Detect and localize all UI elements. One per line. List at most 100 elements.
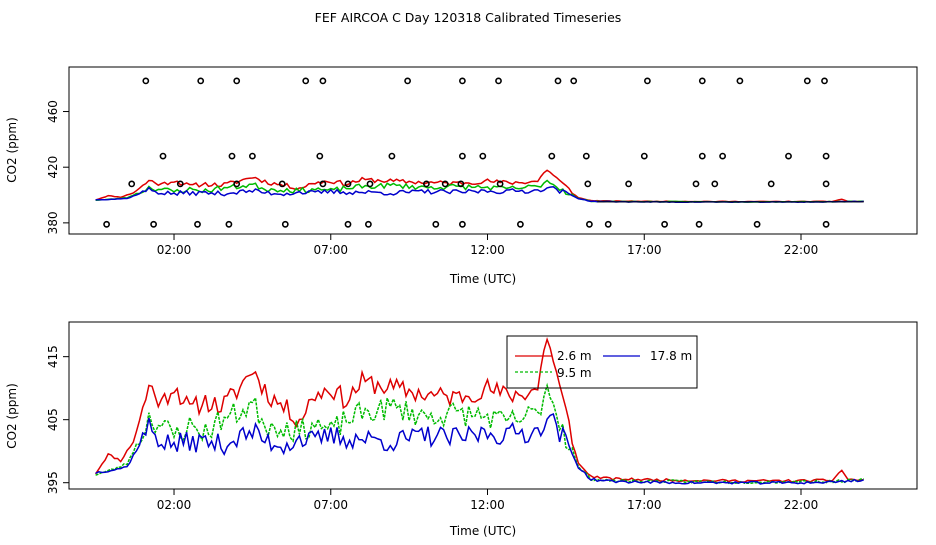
data-marker [248,152,256,160]
data-marker [278,180,286,188]
data-marker [194,220,201,228]
data-marker [698,152,706,160]
data-marker [458,77,466,85]
x-tick-label: 12:00 [470,498,505,512]
x-axis-ticks: 02:00 07:00 12:00 17:00 22:00 [157,234,819,257]
data-marker [302,77,310,85]
data-marker [570,77,578,85]
data-marker [458,220,466,228]
data-marker [128,180,136,188]
x-axis-label: Time (UTC) [449,272,516,286]
data-marker [316,152,324,160]
data-marker [767,180,775,188]
legend-label-2-6m: 2.6 m [557,349,592,363]
data-marker [197,77,205,85]
data-marker [495,77,502,85]
data-marker [225,220,233,228]
legend-label-17-8m: 17.8 m [650,349,692,363]
data-marker [822,180,830,188]
data-marker [644,77,651,85]
data-marker [753,220,761,228]
page-title: FEF AIRCOA C Day 120318 Calibrated Times… [315,10,622,25]
y-tick-label: 395 [46,471,60,494]
y-tick-label: 380 [46,211,60,234]
markers [103,77,830,228]
data-marker [640,152,648,160]
x-tick-label: 22:00 [784,498,819,512]
x-tick-label: 02:00 [157,243,192,257]
panel-bottom: 02:00 07:00 12:00 17:00 22:00 395 405 415 2.6 … [5,321,918,538]
data-marker [159,152,167,160]
legend: 2.6 m 17.8 m 9.5 m [506,335,698,389]
series-line-17-8-m [95,412,864,485]
data-marker [661,220,668,228]
series-lines [95,169,864,204]
data-marker [719,152,726,160]
data-marker [233,77,241,85]
x-tick-label: 07:00 [313,243,348,257]
x-tick-label: 17:00 [627,243,662,257]
series-line-top-17-8-m [95,186,864,204]
legend-box [506,335,698,389]
data-marker [404,77,411,85]
plot-frame [68,321,918,490]
data-marker [785,152,792,160]
x-tick-label: 12:00 [470,243,505,257]
data-marker [432,220,440,228]
data-marker [281,220,289,228]
legend-label-9-5m: 9.5 m [557,366,592,380]
data-marker [388,152,396,160]
y-tick-label: 405 [46,408,60,431]
data-marker [822,220,830,228]
data-marker [457,180,465,188]
data-marker [822,152,830,160]
data-marker [496,180,504,188]
series-line-9-5-m [95,382,864,485]
data-marker [736,77,744,85]
y-axis-ticks: 380 420 460 [46,100,69,234]
x-axis-label: Time (UTC) [449,524,516,538]
data-marker [479,152,487,160]
data-marker [698,77,706,85]
data-marker [821,77,828,85]
data-marker [517,220,524,228]
data-marker [103,220,110,228]
data-marker [344,220,352,228]
data-marker [695,220,703,228]
y-tick-label: 420 [46,156,60,179]
y-tick-label: 415 [46,345,60,368]
data-marker [176,180,184,188]
data-marker [584,180,592,188]
y-axis-label: CO2 (ppm) [5,117,19,183]
series-lines [94,336,864,485]
x-tick-label: 02:00 [157,498,192,512]
y-axis-ticks: 395 405 415 [46,345,69,494]
data-marker [233,180,241,188]
data-marker [548,152,556,160]
x-tick-label: 17:00 [627,498,662,512]
panel-top: 02:00 07:00 12:00 17:00 22:00 380 420 460 Time… [5,66,918,286]
data-marker [554,77,562,85]
plot-frame [68,66,918,235]
data-marker [625,180,632,188]
x-axis-ticks: 02:00 07:00 12:00 17:00 22:00 [157,489,819,512]
data-marker [586,220,593,228]
data-marker [604,220,612,228]
data-marker [422,180,430,188]
x-tick-label: 07:00 [313,498,348,512]
data-marker [364,220,372,228]
x-tick-label: 22:00 [784,243,819,257]
data-marker [692,180,700,188]
data-marker [441,180,449,188]
data-marker [319,180,327,188]
data-marker [319,77,327,85]
data-marker [711,180,719,188]
data-marker [142,77,150,85]
series-line-2-6-m [94,336,864,483]
y-tick-label: 460 [46,100,60,123]
y-axis-label: CO2 (ppm) [5,383,19,449]
data-marker [344,180,352,188]
data-marker [803,77,811,85]
